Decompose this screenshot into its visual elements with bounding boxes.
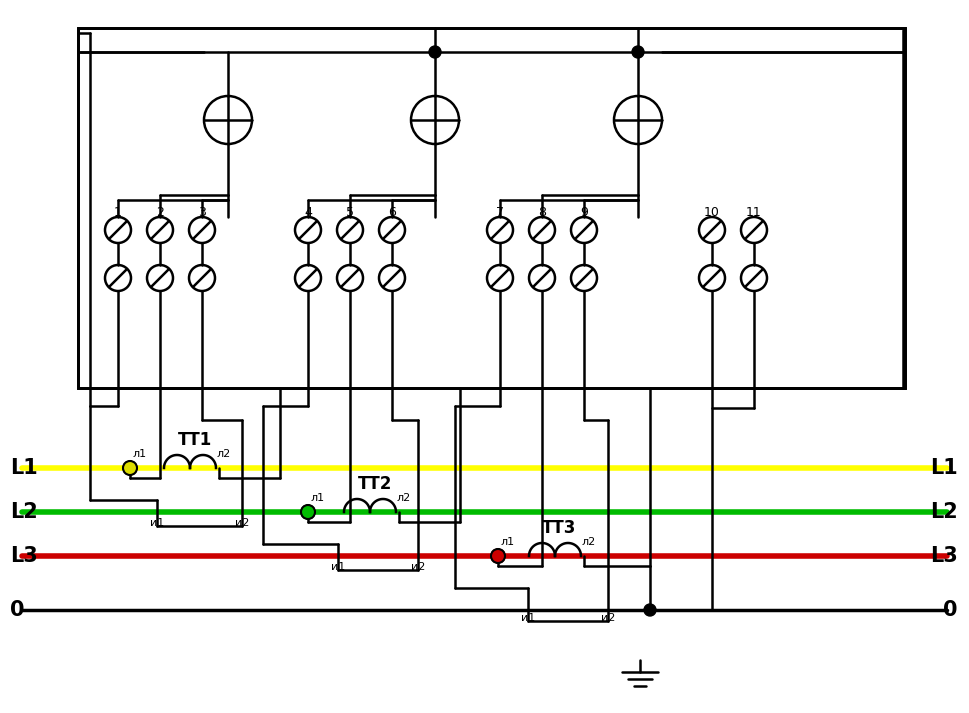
Text: 2: 2: [156, 205, 164, 218]
Text: 5: 5: [346, 205, 354, 218]
Bar: [78, 28, 905, 388]
Text: ТТ3: ТТ3: [542, 519, 577, 537]
Text: 1: 1: [114, 205, 122, 218]
Text: 0: 0: [10, 600, 24, 620]
Text: и2: и2: [411, 562, 425, 572]
Text: L1: L1: [930, 458, 958, 478]
Text: L2: L2: [930, 502, 958, 522]
Text: L3: L3: [930, 546, 958, 566]
Text: ТТ1: ТТ1: [178, 431, 212, 449]
Text: 7: 7: [496, 205, 504, 218]
Text: 4: 4: [304, 205, 312, 218]
Text: L1: L1: [10, 458, 38, 478]
Text: 0: 0: [944, 600, 958, 620]
Text: 8: 8: [538, 205, 546, 218]
Text: и1: и1: [150, 518, 164, 528]
Text: и1: и1: [330, 562, 345, 572]
Text: 11: 11: [746, 205, 762, 218]
Text: и2: и2: [601, 613, 615, 623]
Text: л2: л2: [217, 449, 232, 459]
Circle shape: [301, 505, 315, 519]
Text: л1: л1: [501, 537, 516, 547]
Circle shape: [632, 46, 644, 58]
Text: 3: 3: [198, 205, 206, 218]
Text: л1: л1: [133, 449, 147, 459]
Text: л2: л2: [397, 493, 411, 503]
Text: L3: L3: [10, 546, 38, 566]
Circle shape: [123, 461, 137, 475]
Circle shape: [429, 46, 441, 58]
Text: л1: л1: [311, 493, 326, 503]
Circle shape: [491, 549, 505, 563]
Text: и1: и1: [521, 613, 535, 623]
Text: и2: и2: [234, 518, 249, 528]
Text: L2: L2: [10, 502, 38, 522]
Bar: [78, 28, 905, 388]
Text: л2: л2: [582, 537, 596, 547]
Circle shape: [644, 604, 656, 616]
Text: 10: 10: [704, 205, 720, 218]
Text: 9: 9: [580, 205, 588, 218]
Text: 6: 6: [388, 205, 396, 218]
Text: ТТ2: ТТ2: [358, 475, 392, 493]
